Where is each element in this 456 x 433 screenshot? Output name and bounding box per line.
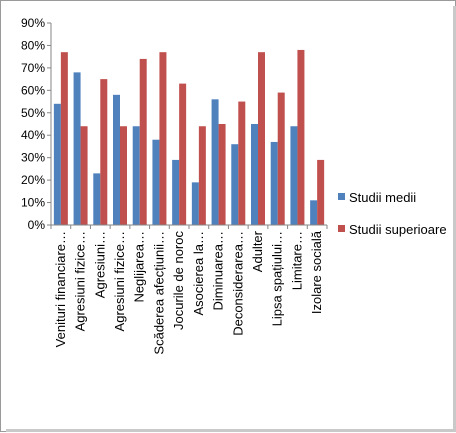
legend-label: Studii superioare <box>349 222 447 237</box>
bar-studii-medii <box>172 159 180 225</box>
category-label: Asocierea la… <box>191 231 206 316</box>
category-label: Izolare socială <box>309 230 324 314</box>
category-label: Agresiuni… <box>92 231 107 298</box>
bar-studii-superioare <box>258 52 265 225</box>
y-tick-label: 60% <box>21 83 45 97</box>
category-label: Lipsa spațiului… <box>270 231 285 326</box>
y-tick-label: 90% <box>21 16 45 30</box>
y-tick-label: 0% <box>28 218 46 232</box>
bar-studii-superioare <box>277 92 285 225</box>
category-label: Scăderea afecțiunii… <box>151 231 166 355</box>
bar-studii-medii <box>53 103 61 225</box>
bar-studii-medii <box>191 182 199 225</box>
bar-studii-superioare <box>60 52 68 225</box>
category-label: Venituri financiare… <box>53 231 68 347</box>
y-tick-label: 30% <box>21 151 45 165</box>
y-tick-label: 70% <box>21 61 45 75</box>
bar-studii-medii <box>290 126 298 225</box>
category-label: Agresiuni fizice… <box>73 231 88 331</box>
bar-studii-superioare <box>80 126 88 225</box>
legend-swatch <box>338 193 345 200</box>
bar-studii-medii <box>270 141 278 225</box>
y-tick-label: 80% <box>21 38 45 52</box>
category-label: Limitare… <box>289 231 304 290</box>
legend-label: Studii medii <box>349 190 416 205</box>
bar-studii-medii <box>93 173 101 225</box>
bar-studii-medii <box>73 72 81 225</box>
bar-studii-superioare <box>238 101 246 225</box>
bar-studii-superioare <box>218 124 226 225</box>
bar-studii-medii <box>132 126 140 225</box>
bar-studii-superioare <box>139 58 147 226</box>
bar-studii-superioare <box>120 126 127 225</box>
bar-studii-superioare <box>100 79 108 225</box>
bar-studii-superioare <box>159 52 167 225</box>
bar-studii-medii <box>251 124 258 225</box>
bar-studii-medii <box>152 139 160 225</box>
y-tick-label: 20% <box>21 173 45 187</box>
bar-studii-superioare <box>179 83 187 225</box>
category-label: Agresiuni fizice… <box>112 231 127 331</box>
y-tick-label: 10% <box>21 196 45 210</box>
legend-swatch <box>338 225 345 232</box>
bar-studii-medii <box>113 94 120 225</box>
category-label: Diminuarea… <box>211 231 226 310</box>
y-tick-label: 50% <box>21 106 45 120</box>
bar-studii-superioare <box>198 126 206 225</box>
bar-studii-superioare <box>297 49 305 225</box>
category-label: Jocurile de noroc <box>171 231 186 330</box>
bar-studii-medii <box>231 144 239 225</box>
category-label: Deconsiderarea… <box>230 231 245 336</box>
bar-studii-medii <box>211 99 219 225</box>
bar-studii-medii <box>310 200 318 225</box>
y-tick-label: 40% <box>21 128 45 142</box>
category-label: Neglijarea… <box>132 231 147 303</box>
bar-studii-superioare <box>317 159 325 225</box>
category-label: Adulter <box>250 230 265 272</box>
